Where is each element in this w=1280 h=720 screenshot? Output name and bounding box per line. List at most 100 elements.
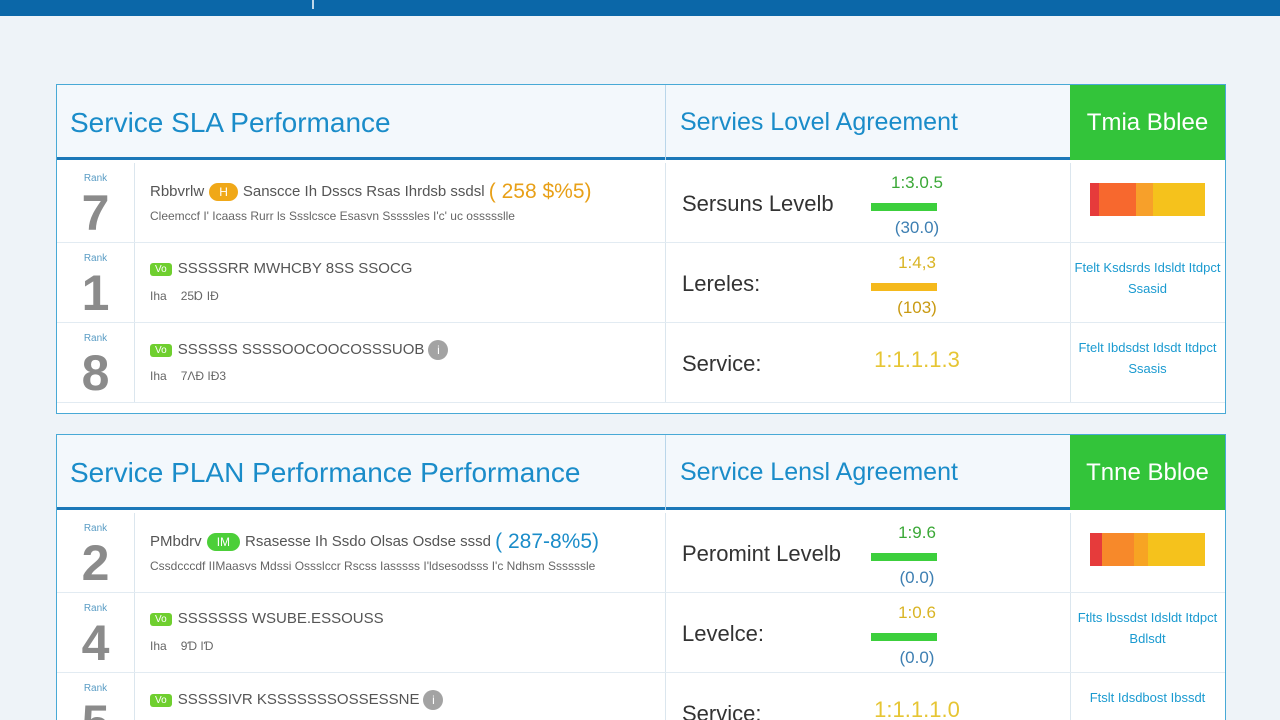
top-bar-marker <box>312 0 314 9</box>
row-subtext: Iha 7ɅƉ IƉ3 <box>150 369 226 383</box>
rank-label: Rank <box>83 333 108 344</box>
status-segment <box>1090 183 1100 216</box>
metric-top-value: 1:9.6 <box>898 523 936 542</box>
row-detail: Sanscce Ih Dsscs Rsas Ihrdsb ssdsl <box>242 182 485 200</box>
metric-top-value: 1:3.0.5 <box>891 173 943 192</box>
table-row[interactable]: Rank 7 Rbbvrlw H Sanscce Ih Dsscs Rsas Ihr… <box>57 163 1225 243</box>
table-row[interactable]: Rank 1 Vo SSSSSRR MWHCBY 8SS SSOCG Iha 25Ɒ… <box>57 243 1225 323</box>
priority-pill: IM <box>206 533 241 551</box>
sub-value: 25Ɒ IƉ <box>180 289 219 303</box>
metric-value: 1:1.1.1.3 <box>874 347 960 372</box>
sub-value: 7ɅƉ IƉ3 <box>180 369 227 383</box>
cell-divider <box>1070 673 1071 720</box>
row-note-link[interactable]: Ftslt Idsdbost Ibssdt <box>1089 690 1206 705</box>
status-segment <box>1090 533 1102 566</box>
row-description: Vo SSSSSIVR KSSSSSSSOSSESSNE i <box>150 690 444 710</box>
panel-title: Service SLA Performance <box>70 107 391 138</box>
rank-label: Rank <box>83 683 108 694</box>
cell-divider <box>665 163 666 242</box>
metric-label: Service: <box>682 351 762 376</box>
cell-divider <box>1070 323 1071 402</box>
row-description: Rbbvrlw H Sanscce Ih Dsscs Rsas Ihrdsb ssd… <box>150 180 592 204</box>
rank-label: Rank <box>83 523 108 534</box>
cell-divider <box>1070 513 1071 592</box>
row-description: Vo SSSSSRR MWHCBY 8SS SSOCG <box>150 260 412 277</box>
panel-title: Service PLAN Performance Performance <box>70 457 581 488</box>
rank-number: 2 <box>81 535 110 591</box>
metric-bar <box>871 283 937 291</box>
column-title: Servies Lovel Agreement <box>680 108 958 136</box>
sub-key: Iha <box>150 369 167 383</box>
header-divider <box>665 85 666 160</box>
metric-label: Peromint Levelb <box>682 541 841 566</box>
status-segment <box>1136 183 1154 216</box>
info-icon[interactable]: i <box>428 340 449 360</box>
row-tag: Vo <box>150 343 172 357</box>
rank-label: Rank <box>83 253 108 264</box>
cell-divider <box>665 243 666 322</box>
metric-bottom-value: (0.0) <box>899 568 935 587</box>
row-note-link[interactable]: Ftlts Ibssdst Idsldt Itdpct Bdlsdt <box>1077 610 1218 646</box>
info-icon[interactable]: i <box>423 690 444 710</box>
sub-key: Iha <box>150 289 167 303</box>
rank-label: Rank <box>83 603 108 614</box>
metric-label: Service: <box>682 701 762 720</box>
row-percent: ( 258 $%5) <box>488 180 592 203</box>
rank-number: 4 <box>81 615 110 671</box>
metric-bar <box>871 203 937 211</box>
cell-divider <box>1070 163 1071 242</box>
status-segment <box>1153 183 1205 216</box>
time-table-button[interactable]: Tmia Bblee <box>1070 85 1225 160</box>
rank-number: 1 <box>81 265 110 321</box>
status-bar <box>1090 183 1205 216</box>
table-row[interactable]: Rank 4 Vo SSSSSSS WSUBE.ESSOUSS Iha 9Ɗ IƊ … <box>57 593 1225 673</box>
table-row[interactable]: Rank 8 Vo SSSSSS SSSSOOCOOCOSSSUOB i Iha 7Ʌ… <box>57 323 1225 403</box>
row-name: SSSSSRR MWHCBY 8SS SSOCG <box>177 260 413 277</box>
row-subtext: Cleemccf I' Icaass Rurr ls Ssslcsce Esas… <box>150 209 515 223</box>
row-description: PMbdrv IM Rsasesse Ih Ssdo Olsas Osdse sss… <box>150 530 599 554</box>
status-segment <box>1099 183 1136 216</box>
metric-label: Sersuns Levelb <box>682 191 834 216</box>
app-top-bar <box>0 0 1280 16</box>
row-subtext: Cssdcccdf IIMaasvs Mdssi Ossslccr Rscss … <box>150 559 596 573</box>
panel-header: Service SLA Performance Servies Lovel Ag… <box>57 85 1225 160</box>
metric-bar <box>871 553 937 561</box>
time-table-button[interactable]: Tnne Bbloe <box>1070 435 1225 510</box>
row-description: Vo SSSSSS SSSSOOCOOCOSSSUOB i <box>150 340 449 360</box>
status-bar <box>1090 533 1205 566</box>
metric-label: Levelce: <box>682 621 764 646</box>
sla-panel-2: Service PLAN Performance Performance Ser… <box>56 434 1226 720</box>
cell-divider <box>665 593 666 672</box>
row-tag: Vo <box>150 693 172 707</box>
row-name: SSSSSSS WSUBE.ESSOUSS <box>177 610 384 627</box>
sub-key: Iha <box>150 639 167 653</box>
row-note-link[interactable]: Ftelt Ksdsrds Idsldt Itdpct Ssasid <box>1074 260 1221 296</box>
row-note-link[interactable]: Ftelt Ibdsdst Idsdt Itdpct Ssasis <box>1078 340 1217 376</box>
cell-divider <box>134 673 135 720</box>
cell-divider <box>1070 243 1071 322</box>
rank-number: 8 <box>81 345 110 401</box>
sla-panel-1: Service SLA Performance Servies Lovel Ag… <box>56 84 1226 414</box>
row-percent: ( 287-8%5) <box>495 530 600 553</box>
cell-divider <box>134 163 135 242</box>
metric-label: Lereles: <box>682 271 761 296</box>
metric-value: 1:1.1.1.0 <box>874 697 960 720</box>
cell-divider <box>134 323 135 402</box>
column-title: Service Lensl Agreement <box>680 458 958 486</box>
rank-number: 7 <box>81 185 110 241</box>
cell-divider <box>665 323 666 402</box>
priority-pill: H <box>209 183 238 201</box>
row-tag: Vo <box>150 612 172 626</box>
sub-value: 9Ɗ IƊ <box>180 639 214 653</box>
status-segment <box>1101 533 1134 566</box>
table-row[interactable]: Rank 2 PMbdrv IM Rsasesse Ih Ssdo Olsas Os… <box>57 513 1225 593</box>
metric-bottom-value: (30.0) <box>894 218 940 237</box>
row-name: Rbbvrlw <box>150 182 205 200</box>
metric-top-value: 1:4,3 <box>898 253 936 272</box>
row-detail: Rsasesse Ih Ssdo Olsas Osdse sssd <box>245 532 491 550</box>
metric-bar <box>871 633 937 641</box>
cell-divider <box>665 673 666 720</box>
cell-divider <box>134 593 135 672</box>
status-segment <box>1133 533 1148 566</box>
